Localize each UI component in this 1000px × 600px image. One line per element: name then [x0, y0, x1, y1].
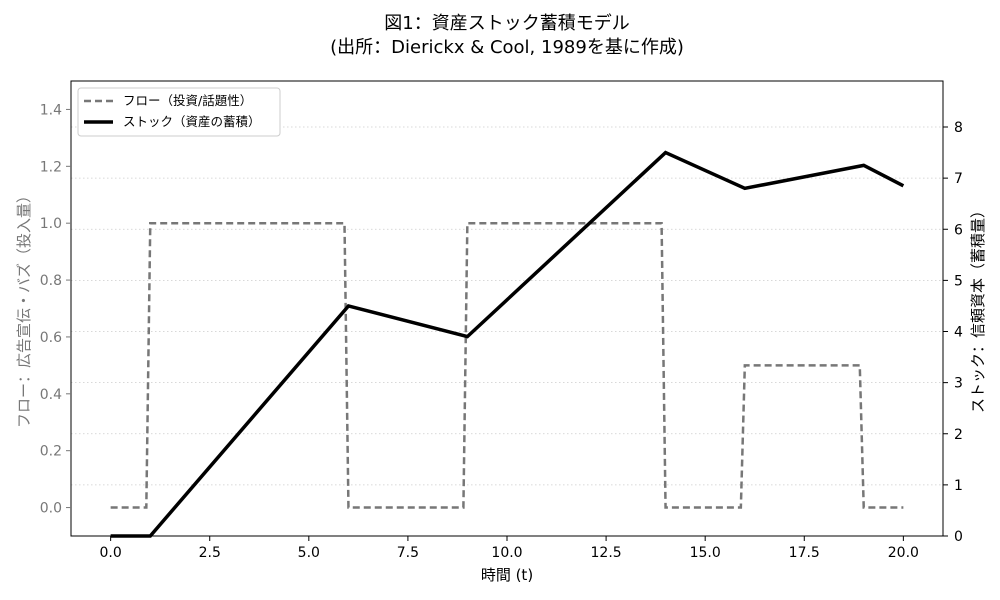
series-line-stock — [110, 150, 905, 538]
series-layer — [110, 150, 905, 538]
y-right-tick-label-2: 2 — [954, 427, 963, 443]
x-tick-label-8: 20.0 — [888, 545, 919, 561]
x-tick-label-0: 0.0 — [100, 545, 122, 561]
y-left-tick-label-4: 0.8 — [40, 273, 62, 289]
x-tick-label-7: 17.5 — [789, 545, 820, 561]
y-axis-left: 0.0 0.2 0.4 0.6 0.8 1.0 1.2 1.4 — [40, 102, 71, 517]
plot-frame — [70, 80, 944, 537]
x-tick-label-3: 7.5 — [397, 545, 419, 561]
y-left-tick-label-7: 1.4 — [40, 102, 62, 118]
legend-label-stock: ストック（資産の蓄積） — [123, 114, 261, 129]
y-left-tick-label-3: 0.6 — [40, 330, 62, 346]
legend-label-flow: フロー（投資/話題性） — [123, 93, 252, 108]
y-left-tick-label-2: 0.4 — [40, 387, 62, 403]
legend-box — [77, 87, 281, 137]
series-line-flow — [110, 221, 904, 509]
y-right-tick-label-5: 5 — [954, 273, 963, 289]
y-axis-right: 0 1 2 3 4 5 6 7 8 — [943, 120, 963, 545]
x-tick-label-2: 5.0 — [298, 545, 320, 561]
y-right-tick-label-6: 6 — [954, 222, 963, 238]
x-axis-label: 時間 (t) — [481, 566, 533, 584]
x-axis: 0.0 2.5 5.0 7.5 10.0 12.5 15.0 17.5 20.0 — [100, 536, 919, 561]
y-left-tick-label-5: 1.0 — [40, 216, 62, 232]
chart-title-line2: (出所：Dierickx & Cool, 1989を基に作成) — [330, 37, 684, 58]
y-right-tick-label-8: 8 — [954, 120, 963, 136]
y-right-tick-label-3: 3 — [954, 376, 963, 392]
legend: フロー（投資/話題性） ストック（資産の蓄積） — [77, 87, 281, 137]
y-right-tick-label-4: 4 — [954, 325, 963, 341]
x-tick-label-5: 12.5 — [591, 545, 622, 561]
y-right-tick-label-0: 0 — [954, 529, 963, 545]
x-tick-label-1: 2.5 — [199, 545, 221, 561]
y-axis-left-label: フロー：広告宣伝・バズ（投入量） — [15, 188, 33, 428]
y-right-tick-label-1: 1 — [954, 478, 963, 494]
y-left-tick-label-1: 0.2 — [40, 444, 62, 460]
x-tick-label-6: 15.0 — [690, 545, 721, 561]
y-right-tick-label-7: 7 — [954, 171, 963, 187]
x-tick-label-4: 10.0 — [491, 545, 522, 561]
y-left-tick-label-0: 0.0 — [40, 501, 62, 517]
y-axis-right-label: ストック：信頼資本（蓄積量） — [969, 203, 987, 413]
chart-title-line1: 図1：資産ストック蓄積モデル — [384, 13, 629, 34]
y-left-tick-label-6: 1.2 — [40, 159, 62, 175]
